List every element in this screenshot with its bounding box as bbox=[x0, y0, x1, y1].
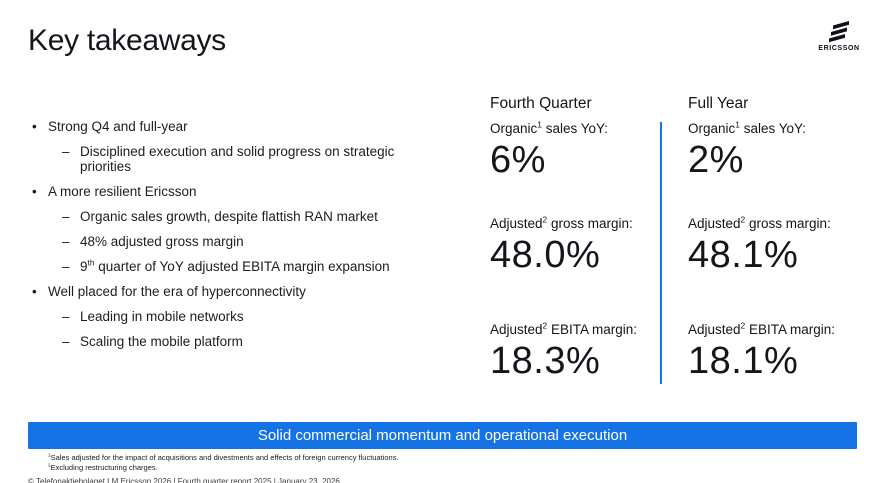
metric-ebita-margin-fy: Adjusted2 EBITA margin: 18.1% bbox=[688, 320, 835, 383]
column-divider bbox=[660, 122, 662, 384]
metric-gross-margin-q4: Adjusted2 gross margin: 48.0% bbox=[490, 214, 633, 277]
sub-bullet-item: Organic sales growth, despite flattish R… bbox=[30, 209, 434, 224]
metric-value: 18.3% bbox=[490, 340, 601, 382]
metric-label: Adjusted2 EBITA margin: bbox=[490, 320, 637, 337]
bullet-item: Strong Q4 and full-year bbox=[30, 119, 434, 134]
column-full-year: Full Year Organic1 sales YoY: 2% Adjuste… bbox=[688, 95, 873, 395]
key-points-list: Strong Q4 and full-year Disciplined exec… bbox=[30, 119, 434, 359]
sub-bullet-item: Scaling the mobile platform bbox=[30, 334, 434, 349]
bullet-item: A more resilient Ericsson bbox=[30, 184, 434, 199]
metric-label: Organic1 sales YoY: bbox=[688, 119, 806, 136]
sub-bullet-item: 9th quarter of YoY adjusted EBITA margin… bbox=[30, 258, 434, 274]
sub-bullet-item: 48% adjusted gross margin bbox=[30, 234, 434, 249]
footnote-2: 2Excluding restructuring charges. bbox=[48, 462, 158, 472]
ericsson-triple-bar-icon bbox=[815, 20, 863, 44]
banner: Solid commercial momentum and operationa… bbox=[28, 422, 857, 449]
page-title: Key takeaways bbox=[28, 24, 226, 57]
metric-value: 48.1% bbox=[688, 234, 799, 276]
metric-ebita-margin-q4: Adjusted2 EBITA margin: 18.3% bbox=[490, 320, 637, 383]
sub-bullet-item: Leading in mobile networks bbox=[30, 309, 434, 324]
metric-value: 48.0% bbox=[490, 234, 601, 276]
metric-organic-sales-fy: Organic1 sales YoY: 2% bbox=[688, 119, 806, 182]
metric-organic-sales-q4: Organic1 sales YoY: 6% bbox=[490, 119, 608, 182]
metric-value: 6% bbox=[490, 139, 546, 181]
metric-label: Adjusted2 EBITA margin: bbox=[688, 320, 835, 337]
column-fourth-quarter: Fourth Quarter Organic1 sales YoY: 6% Ad… bbox=[490, 95, 665, 395]
metric-label: Organic1 sales YoY: bbox=[490, 119, 608, 136]
metric-value: 2% bbox=[688, 139, 744, 181]
column-header: Full Year bbox=[688, 95, 749, 112]
ericsson-logo: ERICSSON bbox=[815, 20, 863, 52]
column-header: Fourth Quarter bbox=[490, 95, 592, 112]
metric-label: Adjusted2 gross margin: bbox=[688, 214, 831, 231]
ericsson-wordmark: ERICSSON bbox=[818, 45, 860, 52]
footnote-1: 1Sales adjusted for the impact of acquis… bbox=[48, 452, 399, 462]
metric-label: Adjusted2 gross margin: bbox=[490, 214, 633, 231]
footer-credit: © Telefonaktiebolaget LM Ericsson 2026 |… bbox=[28, 477, 340, 483]
footnotes: 1Sales adjusted for the impact of acquis… bbox=[48, 453, 399, 472]
metric-value: 18.1% bbox=[688, 340, 799, 382]
banner-text: Solid commercial momentum and operationa… bbox=[257, 427, 628, 444]
sub-bullet-item: Disciplined execution and solid progress… bbox=[30, 144, 434, 174]
metric-gross-margin-fy: Adjusted2 gross margin: 48.1% bbox=[688, 214, 831, 277]
bullet-item: Well placed for the era of hyperconnecti… bbox=[30, 284, 434, 299]
